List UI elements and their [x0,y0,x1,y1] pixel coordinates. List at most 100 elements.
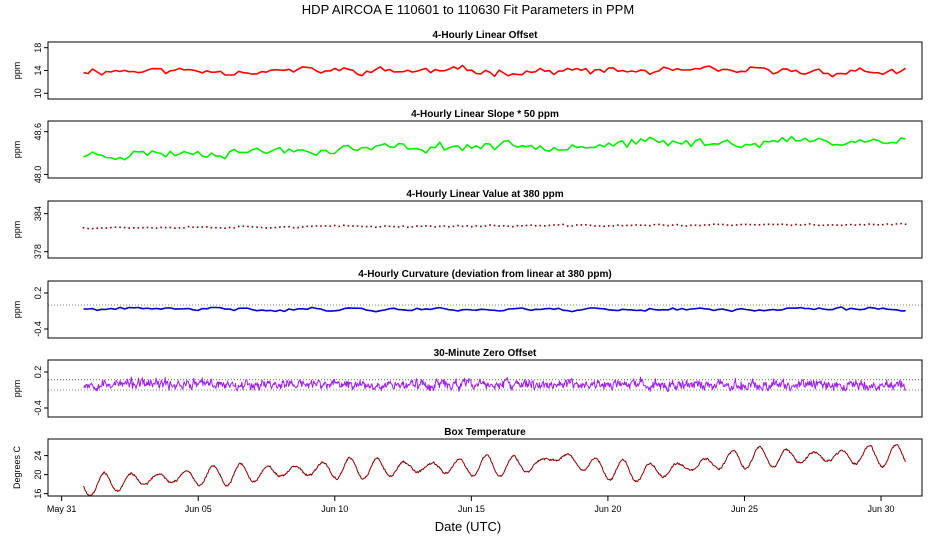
data-point [288,225,290,228]
x-axis: May 31 Jun 05 Jun 10 Jun 15 Jun 20 Jun 25 Jun … [47,496,895,514]
data-point [388,225,391,228]
data-point [772,223,774,226]
data-point [237,225,240,228]
data-point [658,223,660,226]
y-tick-label: -0.4 [33,400,43,416]
data-point [854,224,857,226]
data-point [151,227,153,229]
data-point [489,224,491,226]
y-axis-label: ppm [12,62,22,80]
data-point [612,225,615,227]
panel-4: 30-Minute Zero Offset ppm -0.4 0.2 [12,348,923,418]
data-point [137,227,140,229]
y-tick-label: 48.0 [33,166,43,184]
data-point [699,224,701,227]
data-point [521,225,523,227]
data-point [758,224,761,226]
data-point [420,225,423,228]
data-point [781,223,784,226]
data-point [543,225,546,227]
data-point [160,226,162,229]
data-point [393,225,395,228]
data-point [598,225,601,227]
data-point [178,227,181,229]
data-point [333,224,336,227]
data-point [850,223,852,226]
data-point [877,224,880,226]
panel-title: 4-Hourly Linear Offset [432,30,538,41]
data-point [580,224,583,226]
data-point [379,225,382,228]
data-point [566,225,569,227]
data-point [164,226,167,229]
data-point [662,224,665,226]
panel-title: 30-Minute Zero Offset [434,348,537,359]
data-point [347,225,350,227]
data-point [539,224,542,227]
data-point [434,226,436,228]
data-point [365,225,368,228]
data-point [744,223,747,226]
data-point [795,223,797,226]
data-point [480,225,482,228]
data-point [292,226,295,229]
data-point [859,223,861,226]
data-point [726,224,729,226]
y-tick-label: 16 [33,489,43,499]
data-point [297,226,299,229]
y-tick-label: 24 [33,451,43,461]
x-axis-label: Date (UTC) [435,519,501,534]
panel-title: Box Temperature [444,427,526,438]
data-point [754,223,756,226]
panel-title: 4-Hourly Linear Value at 380 ppm [406,189,563,200]
data-point [516,224,519,227]
data-point [507,225,510,227]
data-point [831,224,834,226]
data-point [845,223,848,226]
data-point [575,224,578,226]
data-point [228,226,231,229]
data-point [329,225,331,228]
data-point [452,225,455,228]
panel-1: 4-Hourly Linear Slope * 50 ppm ppm 48.0 48.… [12,109,923,184]
y-tick-label: 48.6 [33,123,43,141]
data-point [155,227,158,229]
data-point [553,224,555,226]
data-point [142,226,144,229]
data-point [210,226,213,229]
panel-3: 4-Hourly Curvature (deviation from linea… [12,269,923,339]
y-tick-label: 378 [33,244,43,259]
data-point [502,225,505,227]
data-point [306,225,309,228]
data-point [635,224,637,226]
data-point [607,225,610,227]
data-point [868,223,870,225]
data-point [402,225,405,227]
data-point [799,224,802,226]
data-point [827,224,829,226]
data-point [836,224,838,226]
data-point [667,224,669,227]
series-points [82,222,907,230]
data-point [804,223,806,226]
series-line [83,135,906,161]
data-point [251,226,254,228]
panel-title: 4-Hourly Linear Slope * 50 ppm [411,109,559,120]
data-point [438,225,441,228]
data-point [461,225,464,228]
y-tick-label: 384 [33,206,43,221]
data-point [265,227,267,229]
panels-group: 4-Hourly Linear Offsetppm1014184-Hourly … [12,30,923,499]
data-point [242,225,245,227]
data-point [466,225,468,227]
data-point [411,226,414,228]
data-point [279,226,281,228]
x-tick-label: Jun 10 [321,504,348,514]
data-point [315,225,318,227]
data-point [183,227,185,229]
data-point [105,227,108,229]
data-point [274,226,277,229]
data-point [653,223,656,226]
data-point [694,224,697,227]
data-point [589,224,592,227]
